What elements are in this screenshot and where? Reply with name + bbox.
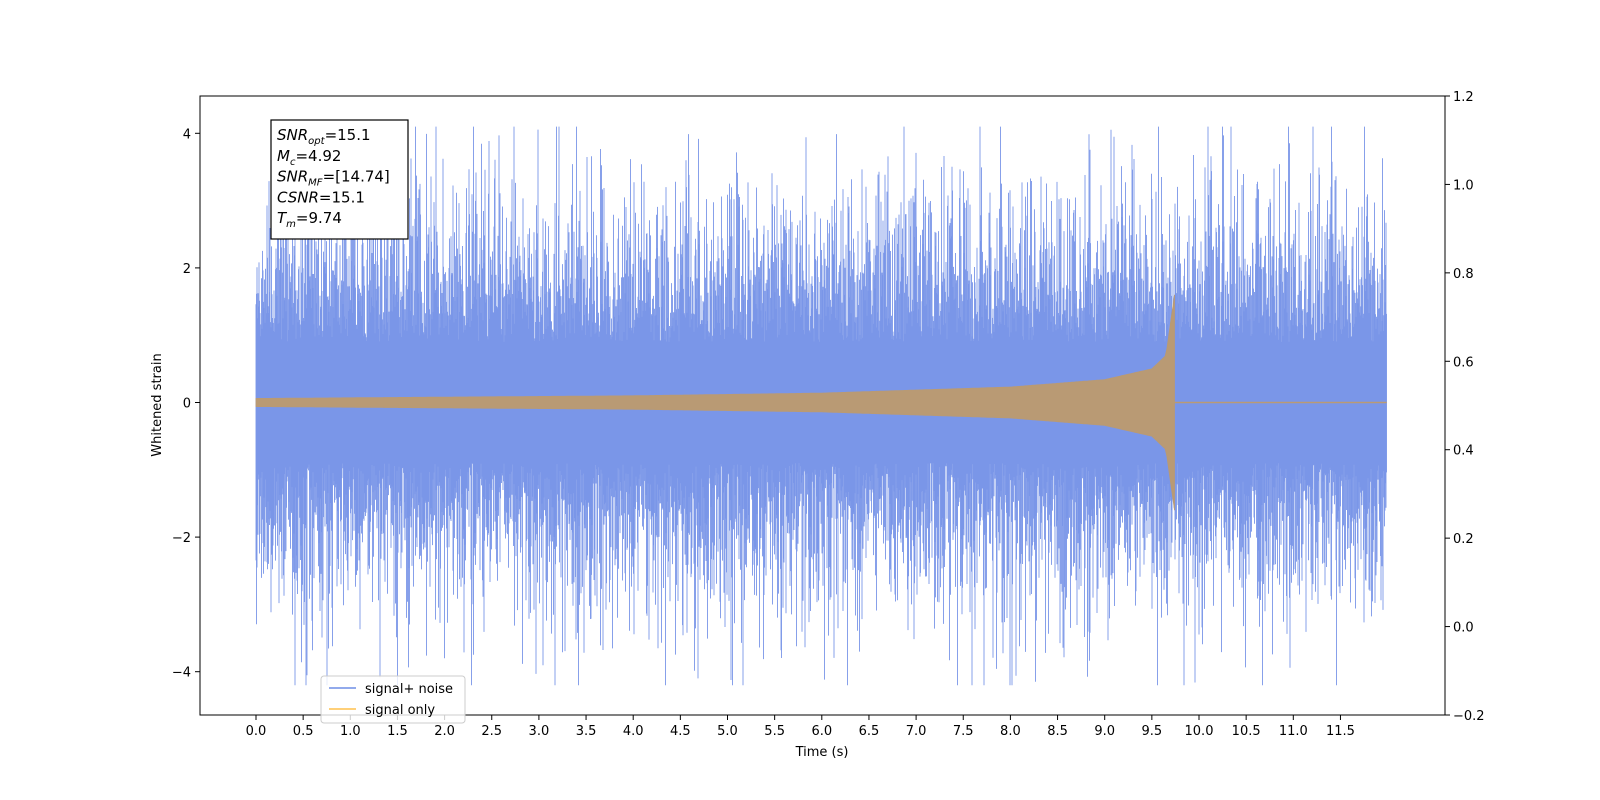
plot-frame [199,95,1446,716]
y-tick-label: 2 [183,262,191,277]
x-tick-label: 10.0 [1185,724,1214,739]
x-tick-label: 3.0 [529,724,550,739]
x-tick-label: 9.5 [1142,724,1163,739]
y-axis-title: Whitened strain [150,353,165,456]
x-tick-label: 1.5 [387,724,408,739]
y-tick-label: 4 [183,127,191,142]
x-tick-label: 0.5 [293,724,314,739]
annotation-line: SNRopt=15.1 [277,126,371,147]
x-tick-label: 4.0 [623,724,644,739]
x-tick-label: 8.5 [1047,724,1068,739]
annotation-line: Mc=4.92 [277,147,341,168]
x-tick-label: 3.5 [576,724,597,739]
y-tick-label: −4 [172,666,191,681]
signal-only-envelope [255,294,1175,511]
legend-label-signal-noise: signal+ noise [365,682,453,697]
annotation-line: SNRMF=[14.74] [277,168,390,189]
right-y-axis-ticks: 1.2 1.0 0.8 0.6 0.4 0.2 0.0 −0.2 [1445,90,1485,724]
right-y-tick-label: 0.2 [1453,532,1474,547]
y-tick-label: 0 [183,397,191,412]
x-axis-ticks: 0.0 0.5 1.0 1.5 2.0 2.5 3.0 3.5 4.0 4.5 5.0 5.5 6.0 6… [246,715,1355,739]
right-y-tick-label: −0.2 [1453,709,1485,724]
x-tick-label: 4.5 [670,724,691,739]
x-tick-label: 0.0 [246,724,267,739]
x-tick-label: 5.0 [717,724,738,739]
right-y-tick-label: 1.2 [1453,90,1474,105]
x-tick-label: 6.0 [811,724,832,739]
right-y-tick-label: 1.0 [1453,178,1474,193]
x-tick-label: 6.5 [859,724,880,739]
x-tick-label: 11.5 [1326,724,1355,739]
x-tick-label: 5.5 [764,724,785,739]
right-y-tick-label: 0.4 [1453,444,1474,459]
legend: signal+ noise signal only [320,675,466,724]
x-tick-label: 2.5 [481,724,502,739]
annotation-line: Tm=9.74 [277,209,342,230]
x-tick-label: 7.5 [953,724,974,739]
right-y-tick-label: 0.8 [1453,267,1474,282]
legend-label-signal-only: signal only [365,703,435,718]
x-tick-label: 11.0 [1279,724,1308,739]
x-tick-label: 10.5 [1232,724,1261,739]
right-y-tick-label: 0.6 [1453,355,1474,370]
x-tick-label: 8.0 [1000,724,1021,739]
x-axis-title: Time (s) [795,745,849,760]
annotation-box: SNRopt=15.1Mc=4.92SNRMF=[14.74]CSNR=15.1… [270,119,409,240]
x-tick-label: 2.0 [434,724,455,739]
x-tick-label: 7.0 [906,724,927,739]
x-tick-label: 9.0 [1094,724,1115,739]
signal-only-series [255,294,1387,511]
x-tick-label: 1.0 [340,724,361,739]
y-axis-ticks: 4 2 0 −2 −4 [172,127,200,681]
y-tick-label: −2 [172,531,191,546]
right-y-tick-label: 0.0 [1453,621,1474,636]
annotation-line: CSNR=15.1 [277,188,365,206]
